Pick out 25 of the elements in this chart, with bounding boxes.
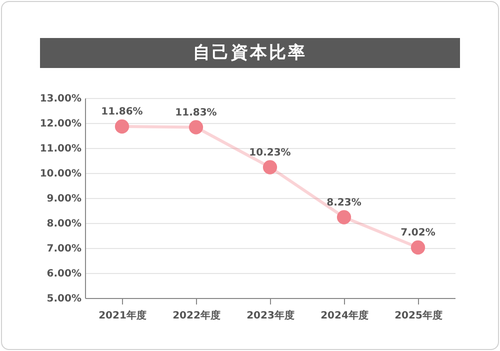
y-tick-label: 5.00%: [46, 294, 82, 304]
text: 7.02%: [400, 228, 436, 238]
y-tick-label: 7.00%: [46, 244, 82, 254]
x-tick-label: 2024年度: [320, 310, 368, 322]
y-tick-label: 13.00%: [40, 94, 82, 104]
point: [410, 240, 426, 255]
y-tick-label: 12.00%: [40, 118, 82, 130]
x-tick-label: 2021年度: [98, 310, 146, 322]
chart-title: 自己資本比率: [40, 38, 460, 68]
point: [188, 120, 204, 134]
y-tick-label: 8.00%: [46, 218, 82, 230]
x-tick-label: 2025年度: [394, 310, 442, 322]
x-tick-label: 2023年度: [246, 310, 294, 322]
point: [336, 210, 352, 224]
y-tick-label: 11.00%: [40, 144, 82, 154]
point: [262, 160, 278, 174]
y-tick-label: 10.00%: [40, 168, 82, 180]
text: 8.23%: [326, 197, 362, 208]
text: 11.83%: [175, 107, 217, 118]
text: 11.86%: [101, 106, 143, 118]
y-tick-label: 9.00%: [46, 194, 82, 204]
x-tick-label: 2022年度: [172, 310, 220, 322]
point: [114, 119, 130, 134]
y-tick-label: 6.00%: [46, 268, 82, 280]
text: 10.23%: [249, 147, 291, 158]
